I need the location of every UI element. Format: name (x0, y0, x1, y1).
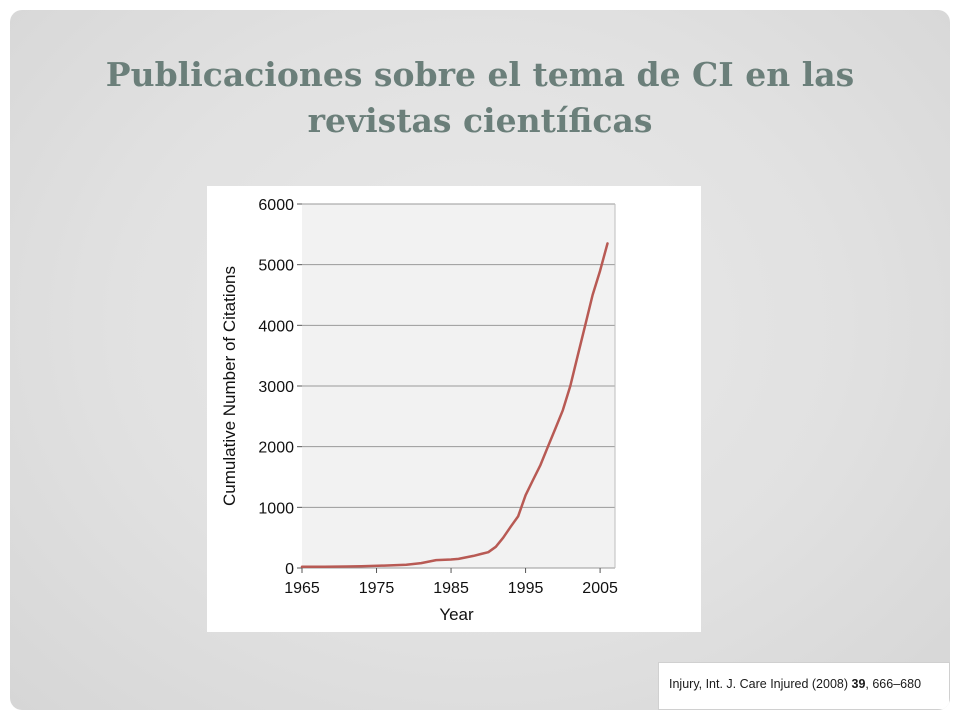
x-axis-label: Year (439, 605, 474, 624)
reference-journal: Injury, Int. J. Care Injured (2008) (669, 677, 852, 691)
x-tick-label: 1965 (284, 580, 320, 597)
x-tick-label: 2005 (582, 580, 618, 597)
y-tick-label: 3000 (258, 379, 294, 396)
y-tick-label: 2000 (258, 440, 294, 457)
citations-series-line (300, 242, 609, 569)
reference-text: Injury, Int. J. Care Injured (2008) 39, … (669, 677, 921, 691)
y-tick-label: 1000 (258, 500, 294, 517)
y-tick-label: 0 (285, 561, 294, 578)
citation-reference: Injury, Int. J. Care Injured (2008) 39, … (658, 662, 950, 710)
x-tick-label: 1995 (508, 580, 544, 597)
y-tick-label: 6000 (258, 197, 294, 214)
y-tick-label: 5000 (258, 258, 294, 275)
slide: Publicaciones sobre el tema de CI en las… (10, 10, 950, 710)
chart-svg: 0 1000 2000 3000 4000 5000 6000 1965 1975 1985 199… (220, 197, 618, 624)
y-tick-label: 4000 (258, 318, 294, 335)
x-tick-label: 1975 (359, 580, 395, 597)
slide-title: Publicaciones sobre el tema de CI en las… (50, 52, 910, 144)
x-tick-label: 1985 (433, 580, 469, 597)
slide-title-line-2: revistas científicas (307, 101, 653, 140)
reference-pages: , 666–680 (865, 677, 922, 691)
y-axis-label: Cumulative Number of Citations (220, 266, 239, 506)
citations-chart: 0 1000 2000 3000 4000 5000 6000 1965 1975 1985 199… (207, 186, 701, 632)
slide-title-line-1: Publicaciones sobre el tema de CI en las (105, 55, 855, 94)
reference-volume: 39 (851, 677, 866, 691)
